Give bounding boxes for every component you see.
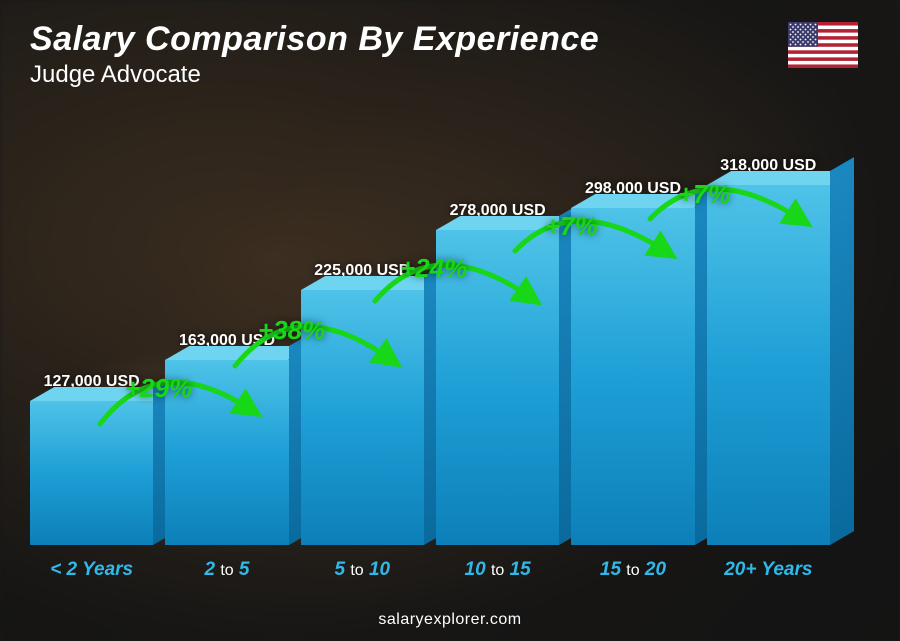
increase-percentage: +7% (545, 211, 598, 242)
bar-group: 127,000 USD < 2 Years (30, 373, 153, 581)
us-flag-icon (788, 22, 858, 68)
bar-category-label: 15 to 20 (600, 559, 666, 581)
bar-category-label: < 2 Years (50, 559, 133, 581)
bar (571, 208, 694, 545)
bar-category-label: 10 to 15 (465, 559, 531, 581)
increase-percentage: +7% (678, 179, 731, 210)
increase-percentage: +38% (258, 315, 325, 346)
bar-group: 318,000 USD 20+ Years (707, 157, 830, 581)
bar-group: 163,000 USD 2 to 5 (165, 332, 288, 581)
increase-percentage: +24% (400, 253, 467, 284)
bar-chart: 127,000 USD < 2 Years 163,000 USD 2 to 5… (30, 101, 830, 581)
chart-subtitle: Judge Advocate (30, 61, 860, 89)
bar-group: 225,000 USD 5 to 10 (301, 262, 424, 581)
chart-container: Salary Comparison By Experience Judge Ad… (0, 0, 900, 641)
bar-category-label: 5 to 10 (335, 559, 391, 581)
bar (30, 401, 153, 545)
bar-category-label: 2 to 5 (204, 559, 249, 581)
bar-category-label: 20+ Years (724, 559, 812, 581)
chart-title: Salary Comparison By Experience (30, 20, 860, 59)
increase-percentage: +29% (125, 373, 192, 404)
footer-attribution: salaryexplorer.com (0, 611, 900, 629)
bar (707, 185, 830, 545)
